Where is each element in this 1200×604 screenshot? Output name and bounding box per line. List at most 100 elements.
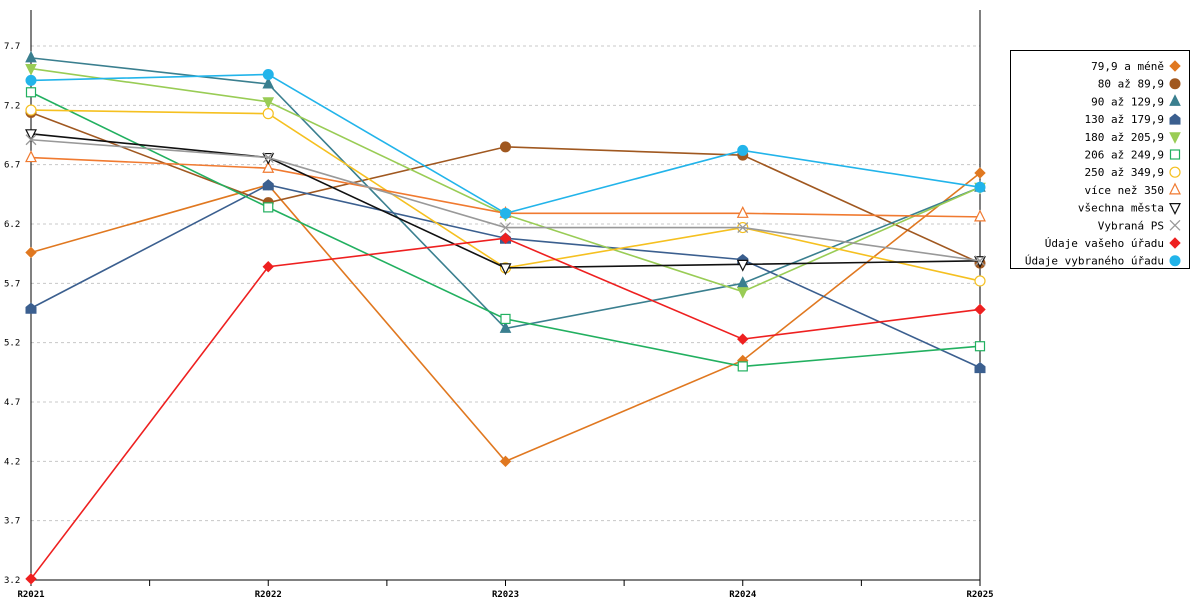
legend-marker <box>1169 219 1181 231</box>
legend-label: 80 až 89,9 <box>1098 78 1164 91</box>
x-tick-label: R2024 <box>729 590 757 600</box>
data-point <box>737 333 749 345</box>
y-tick-label: 3.2 <box>4 576 20 586</box>
data-point <box>262 160 275 173</box>
data-point <box>974 167 986 179</box>
data-point <box>25 302 37 314</box>
data-point <box>974 181 986 193</box>
series-line <box>30 237 981 580</box>
series-6 <box>25 104 986 287</box>
data-point <box>500 222 511 234</box>
y-tick-label: 4.2 <box>4 457 20 467</box>
legend-marker <box>1169 203 1181 215</box>
legend-marker <box>1169 182 1181 195</box>
y-tick-label: 7.7 <box>4 42 20 52</box>
data-point <box>262 76 275 89</box>
legend-marker <box>1169 237 1181 249</box>
series-line <box>30 67 981 293</box>
legend-marker <box>1169 113 1181 125</box>
data-point <box>262 179 274 191</box>
data-point <box>500 141 511 153</box>
data-point <box>262 108 274 120</box>
legend-marker <box>1169 94 1181 106</box>
data-point <box>262 68 274 80</box>
legend-label: všechna města <box>1078 202 1164 215</box>
data-point <box>25 150 37 163</box>
legend-label: 79,9 a méně <box>1091 60 1164 73</box>
y-tick-label: 5.2 <box>4 339 20 349</box>
series-2 <box>25 50 986 333</box>
data-point <box>499 263 512 276</box>
legend: 79,9 a méně 80 až 89,9 90 až 129,9 130 až 1… <box>1010 50 1190 269</box>
data-point <box>25 129 37 142</box>
legend-label: 250 až 349,9 <box>1085 166 1164 179</box>
data-point <box>500 313 511 325</box>
legend-label: 90 až 129,9 <box>1091 95 1164 108</box>
series-10 <box>25 232 986 585</box>
y-tick-label: 5.7 <box>4 279 20 289</box>
data-point <box>974 361 986 374</box>
data-point <box>974 341 986 352</box>
data-point <box>25 246 37 259</box>
data-point <box>500 207 511 219</box>
series-8 <box>25 129 986 276</box>
x-tick-label: R2023 <box>492 590 519 600</box>
y-tick-label: 4.7 <box>4 398 20 408</box>
data-point <box>25 573 37 585</box>
data-point <box>25 104 37 116</box>
data-point <box>974 209 986 222</box>
series-line <box>30 133 981 269</box>
legend-marker <box>1169 166 1181 178</box>
y-tick-label: 3.7 <box>4 517 20 527</box>
legend-label: 206 až 249,9 <box>1085 149 1164 162</box>
legend-label: 180 až 205,9 <box>1085 131 1164 144</box>
data-point <box>25 134 37 146</box>
legend-label: více než 350 <box>1085 184 1164 197</box>
data-point <box>25 64 37 76</box>
legend-marker <box>1169 78 1181 90</box>
y-tick-label: 6.7 <box>4 161 20 171</box>
data-point <box>262 152 274 164</box>
data-point <box>737 222 749 234</box>
data-point <box>499 455 512 468</box>
data-point <box>262 97 275 109</box>
data-point <box>25 50 37 63</box>
series-5 <box>25 87 986 372</box>
y-tick-label: 6.2 <box>4 220 20 230</box>
data-point <box>263 202 274 213</box>
data-point <box>974 303 986 316</box>
data-point <box>25 87 37 98</box>
series-9 <box>25 134 986 267</box>
data-point <box>737 144 749 156</box>
data-point <box>736 287 749 299</box>
legend-marker <box>1169 132 1181 144</box>
data-point <box>25 74 37 86</box>
x-tick-label: R2022 <box>255 590 282 600</box>
legend-label: Vybraná PS <box>1098 219 1164 232</box>
legend-marker <box>1169 255 1181 267</box>
data-point <box>974 275 986 287</box>
legend-box <box>1010 50 1190 269</box>
gridlines <box>31 45 980 522</box>
x-tick-label: R2025 <box>966 590 993 600</box>
legend-marker <box>1169 149 1181 160</box>
series-11 <box>25 68 986 219</box>
series-line <box>30 109 981 282</box>
legend-marker <box>1169 60 1181 72</box>
legend-label: Údaje vašeho úřadu <box>1045 237 1164 250</box>
legend-label: Údaje vybraného úřadu <box>1025 255 1164 268</box>
data-point <box>736 205 749 218</box>
data-point <box>262 261 274 273</box>
data-point <box>974 256 986 269</box>
data-point <box>736 259 749 272</box>
y-tick-label: 7.2 <box>4 101 20 111</box>
legend-label: 130 až 179,9 <box>1085 113 1164 126</box>
data-point <box>737 361 748 372</box>
data-point <box>974 255 986 267</box>
x-tick-label: R2021 <box>17 590 44 600</box>
series-line <box>30 57 981 330</box>
data-point <box>499 232 512 244</box>
data-point <box>499 321 512 333</box>
